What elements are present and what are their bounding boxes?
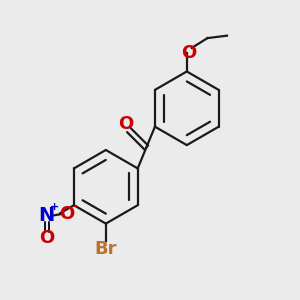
Text: O: O	[118, 115, 133, 133]
Text: O: O	[39, 229, 54, 247]
Text: O: O	[60, 205, 75, 223]
Text: Br: Br	[94, 240, 117, 258]
Text: -: -	[73, 200, 78, 213]
Text: O: O	[181, 44, 196, 62]
Text: +: +	[50, 202, 59, 212]
Text: N: N	[38, 206, 55, 225]
